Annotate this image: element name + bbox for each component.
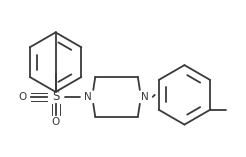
Text: N: N [84,92,92,102]
Text: S: S [52,90,59,103]
Text: N: N [141,92,149,102]
Text: O: O [51,117,60,127]
Text: O: O [19,92,27,102]
